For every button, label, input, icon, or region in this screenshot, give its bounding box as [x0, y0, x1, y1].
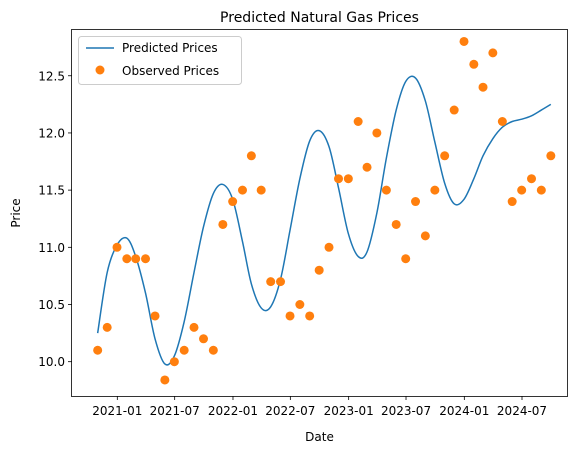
observed-price-point: [179, 345, 189, 355]
x-tick-label: 2024-07: [497, 404, 547, 418]
observed-price-point: [430, 185, 440, 195]
observed-price-point: [391, 219, 401, 229]
y-tick-label: 10.5: [38, 298, 65, 312]
observed-price-point: [102, 322, 112, 332]
y-tick-label: 11.5: [38, 184, 65, 198]
observed-price-point: [314, 265, 324, 275]
observed-price-point: [160, 375, 170, 385]
x-axis: 2021-01 2021-07 2022-01 2022-07 2023-01 2023-…: [92, 396, 547, 418]
legend-marker-swatch: [95, 65, 105, 75]
y-axis-label: Price: [9, 198, 23, 227]
observed-price-point: [546, 151, 556, 161]
observed-price-point: [449, 105, 459, 115]
observed-price-point: [536, 185, 546, 195]
legend-label-observed: Observed Prices: [122, 64, 219, 78]
observed-price-point: [324, 242, 334, 252]
observed-price-point: [362, 162, 372, 172]
observed-price-point: [169, 357, 179, 367]
observed-price-point: [497, 117, 507, 126]
observed-price-point: [459, 36, 469, 46]
x-tick-label: 2022-07: [265, 404, 315, 418]
observed-series: [93, 36, 556, 385]
observed-price-point: [199, 334, 209, 344]
observed-price-point: [112, 242, 122, 252]
y-tick-label: 10.0: [38, 355, 65, 369]
observed-price-point: [353, 117, 363, 126]
observed-price-point: [131, 254, 141, 264]
x-tick-label: 2021-01: [92, 404, 142, 418]
y-tick-label: 11.0: [38, 241, 65, 255]
observed-price-point: [440, 151, 450, 161]
observed-price-point: [488, 48, 498, 58]
observed-price-point: [420, 231, 430, 241]
observed-price-point: [517, 185, 527, 195]
legend-box: [78, 36, 242, 85]
observed-price-point: [285, 311, 295, 321]
observed-price-point: [334, 174, 344, 184]
y-axis: 10.0 10.5 11.0 11.5 12.0 12.5: [38, 69, 72, 369]
x-tick-label: 2021-07: [150, 404, 200, 418]
observed-price-point: [246, 151, 256, 161]
observed-price-point: [208, 345, 218, 355]
x-axis-label: Date: [305, 430, 334, 444]
observed-price-point: [372, 128, 382, 138]
legend: Predicted Prices Observed Prices: [78, 36, 242, 85]
x-tick-label: 2024-01: [439, 404, 489, 418]
observed-price-point: [237, 185, 247, 195]
x-tick-label: 2023-07: [381, 404, 431, 418]
observed-price-point: [266, 277, 276, 287]
observed-price-point: [401, 254, 411, 264]
y-tick-label: 12.0: [38, 126, 65, 140]
observed-price-point: [122, 254, 132, 264]
observed-price-point: [276, 277, 286, 287]
observed-price-point: [189, 322, 199, 332]
observed-price-point: [527, 174, 537, 184]
observed-price-point: [256, 185, 266, 195]
plot-frame: [71, 29, 568, 397]
observed-price-point: [228, 197, 238, 207]
legend-label-predicted: Predicted Prices: [122, 41, 218, 55]
observed-price-point: [478, 82, 488, 92]
observed-price-point: [93, 345, 103, 355]
observed-price-point: [343, 174, 353, 184]
observed-price-point: [381, 185, 391, 195]
y-tick-label: 12.5: [38, 69, 65, 83]
observed-price-point: [295, 300, 305, 309]
observed-price-point: [218, 219, 228, 229]
x-tick-label: 2022-01: [208, 404, 258, 418]
observed-price-point: [150, 311, 160, 321]
chart-title: Predicted Natural Gas Prices: [220, 10, 419, 26]
observed-price-point: [469, 59, 479, 69]
observed-price-point: [141, 254, 151, 264]
observed-price-point: [305, 311, 315, 321]
observed-price-point: [507, 197, 517, 207]
x-tick-label: 2023-01: [324, 404, 374, 418]
observed-price-point: [411, 197, 421, 207]
